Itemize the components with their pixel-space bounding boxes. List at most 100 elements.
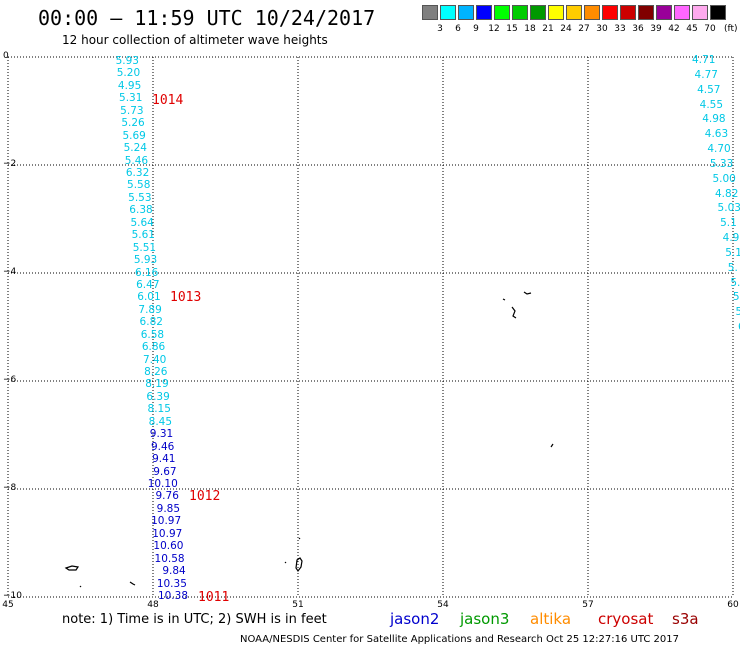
legend-label: 21 <box>542 24 554 34</box>
satellite-name: altika <box>530 610 572 628</box>
island-outline <box>64 565 136 588</box>
wave-height-value: 9.85 <box>156 502 181 515</box>
wave-height-value: 5.93 <box>115 55 139 67</box>
pressure-label: 1011 <box>198 590 230 605</box>
pressure-label: 1013 <box>170 290 202 305</box>
wave-height-value: 4.98 <box>702 113 726 126</box>
wave-height-value: 5.46 <box>124 154 149 167</box>
wave-height-value: 10.35 <box>156 577 187 590</box>
x-tick-label: 45 <box>2 600 14 610</box>
y-tick-label: −2 <box>3 159 17 169</box>
wave-height-value: 6.86 <box>141 341 166 354</box>
footnote: note: 1) Time is in UTC; 2) SWH is in fe… <box>62 612 327 627</box>
legend-swatch <box>710 5 726 20</box>
wave-height-value: 6 <box>738 322 740 333</box>
wave-height-value: 5.24 <box>123 142 147 155</box>
wave-height-value: 6.82 <box>139 316 163 329</box>
legend-label: 45 <box>686 24 698 34</box>
wave-height-value: 5.51 <box>132 241 157 254</box>
satellite-name: cryosat <box>598 610 654 628</box>
legend-label: 3 <box>437 24 443 34</box>
legend-label: 27 <box>578 24 590 34</box>
legend-swatch <box>674 5 690 20</box>
legend-swatch <box>476 5 492 20</box>
wave-height-value: 4.63 <box>704 128 729 141</box>
wave-height-value: 4.71 <box>692 54 716 66</box>
wave-height-value: 6.16 <box>134 266 159 279</box>
legend-swatch <box>458 5 474 20</box>
wave-height-value: 5.64 <box>130 216 154 229</box>
wave-height-value: 6.01 <box>137 291 161 304</box>
wave-height-value: 4.70 <box>707 143 731 155</box>
legend-swatch <box>638 5 654 20</box>
legend-swatch <box>620 5 636 20</box>
legend-label: 6 <box>455 24 461 34</box>
legend-swatch <box>422 5 438 20</box>
legend-swatch <box>512 5 528 20</box>
wave-height-value: 6.32 <box>125 166 150 179</box>
y-tick-label: −8 <box>3 483 17 493</box>
wave-height-value: 8.19 <box>145 378 169 391</box>
wave-height-value: 9.76 <box>155 490 179 503</box>
wave-height-value: 6.47 <box>136 278 160 291</box>
pressure-label: 1012 <box>189 489 221 504</box>
wave-height-value: 5.93 <box>133 254 158 267</box>
legend-label: 30 <box>596 24 608 34</box>
wave-height-value: 6.58 <box>140 328 165 341</box>
legend-swatch <box>530 5 546 20</box>
legend-label: 33 <box>614 24 626 34</box>
wave-height-value: 7.89 <box>138 303 162 316</box>
legend-label: 12 <box>488 24 500 34</box>
wave-height-value: 5. <box>730 276 740 289</box>
wave-height-value: 10.97 <box>151 515 182 528</box>
pressure-label: 1014 <box>152 93 184 108</box>
wave-height-value: 4.55 <box>699 98 724 111</box>
legend-swatch <box>692 5 708 20</box>
map-subtitle: 12 hour collection of altimeter wave hei… <box>62 33 328 47</box>
wave-height-value: 10.10 <box>147 478 178 491</box>
wave-height-value: 8.26 <box>144 366 168 379</box>
legend-swatch <box>602 5 618 20</box>
wave-height-value: 6.38 <box>129 204 153 217</box>
wave-height-value: 5. <box>727 261 738 274</box>
legend-swatch <box>584 5 600 20</box>
wave-height-value: 7.40 <box>142 353 167 366</box>
legend-swatch <box>548 5 564 20</box>
x-tick-label: 57 <box>582 600 594 610</box>
wave-height-value: 5.69 <box>122 129 146 142</box>
wave-height-value: 4.9 <box>722 232 740 244</box>
satellite-name: jason2 <box>390 610 440 628</box>
legend-label: 36 <box>632 24 644 34</box>
legend-swatch <box>656 5 672 20</box>
wave-height-value: 10.58 <box>154 552 185 565</box>
wave-height-value: 5 <box>735 306 740 319</box>
wave-height-value: 4.77 <box>694 68 718 81</box>
wave-height-value: 5.20 <box>116 67 141 80</box>
wave-height-value: 5.1 <box>725 246 740 259</box>
y-tick-label: 0 <box>3 51 9 61</box>
island-outline <box>284 537 303 573</box>
legend-label: 15 <box>506 24 518 34</box>
wave-height-value: 10.60 <box>153 540 184 553</box>
wave-height-value: 10.97 <box>152 527 183 540</box>
wave-height-value: 5.58 <box>127 179 151 192</box>
wave-height-value: 5.31 <box>119 92 143 105</box>
legend-unit: (ft) <box>724 24 738 34</box>
wave-height-value: 5.1 <box>720 217 737 230</box>
x-tick-label: 51 <box>292 600 304 610</box>
y-tick-label: −6 <box>3 375 17 385</box>
legend-label: 24 <box>560 24 572 34</box>
island-outline <box>502 291 532 319</box>
wave-height-value: 4.82 <box>715 187 739 200</box>
wave-height-value: 5.73 <box>120 104 144 117</box>
wave-height-value: 4.95 <box>117 79 142 92</box>
credit-line: NOAA/NESDIS Center for Satellite Applica… <box>240 634 679 645</box>
island-outline <box>550 443 554 448</box>
map-title: 00:00 – 11:59 UTC 10/24/2017 <box>38 6 376 30</box>
wave-height-value: 5.00 <box>712 172 736 185</box>
wave-height-value: 9.84 <box>162 565 186 578</box>
legend-swatch <box>494 5 510 20</box>
x-tick-label: 54 <box>437 600 449 610</box>
wave-height-value: 10.38 <box>157 590 188 602</box>
